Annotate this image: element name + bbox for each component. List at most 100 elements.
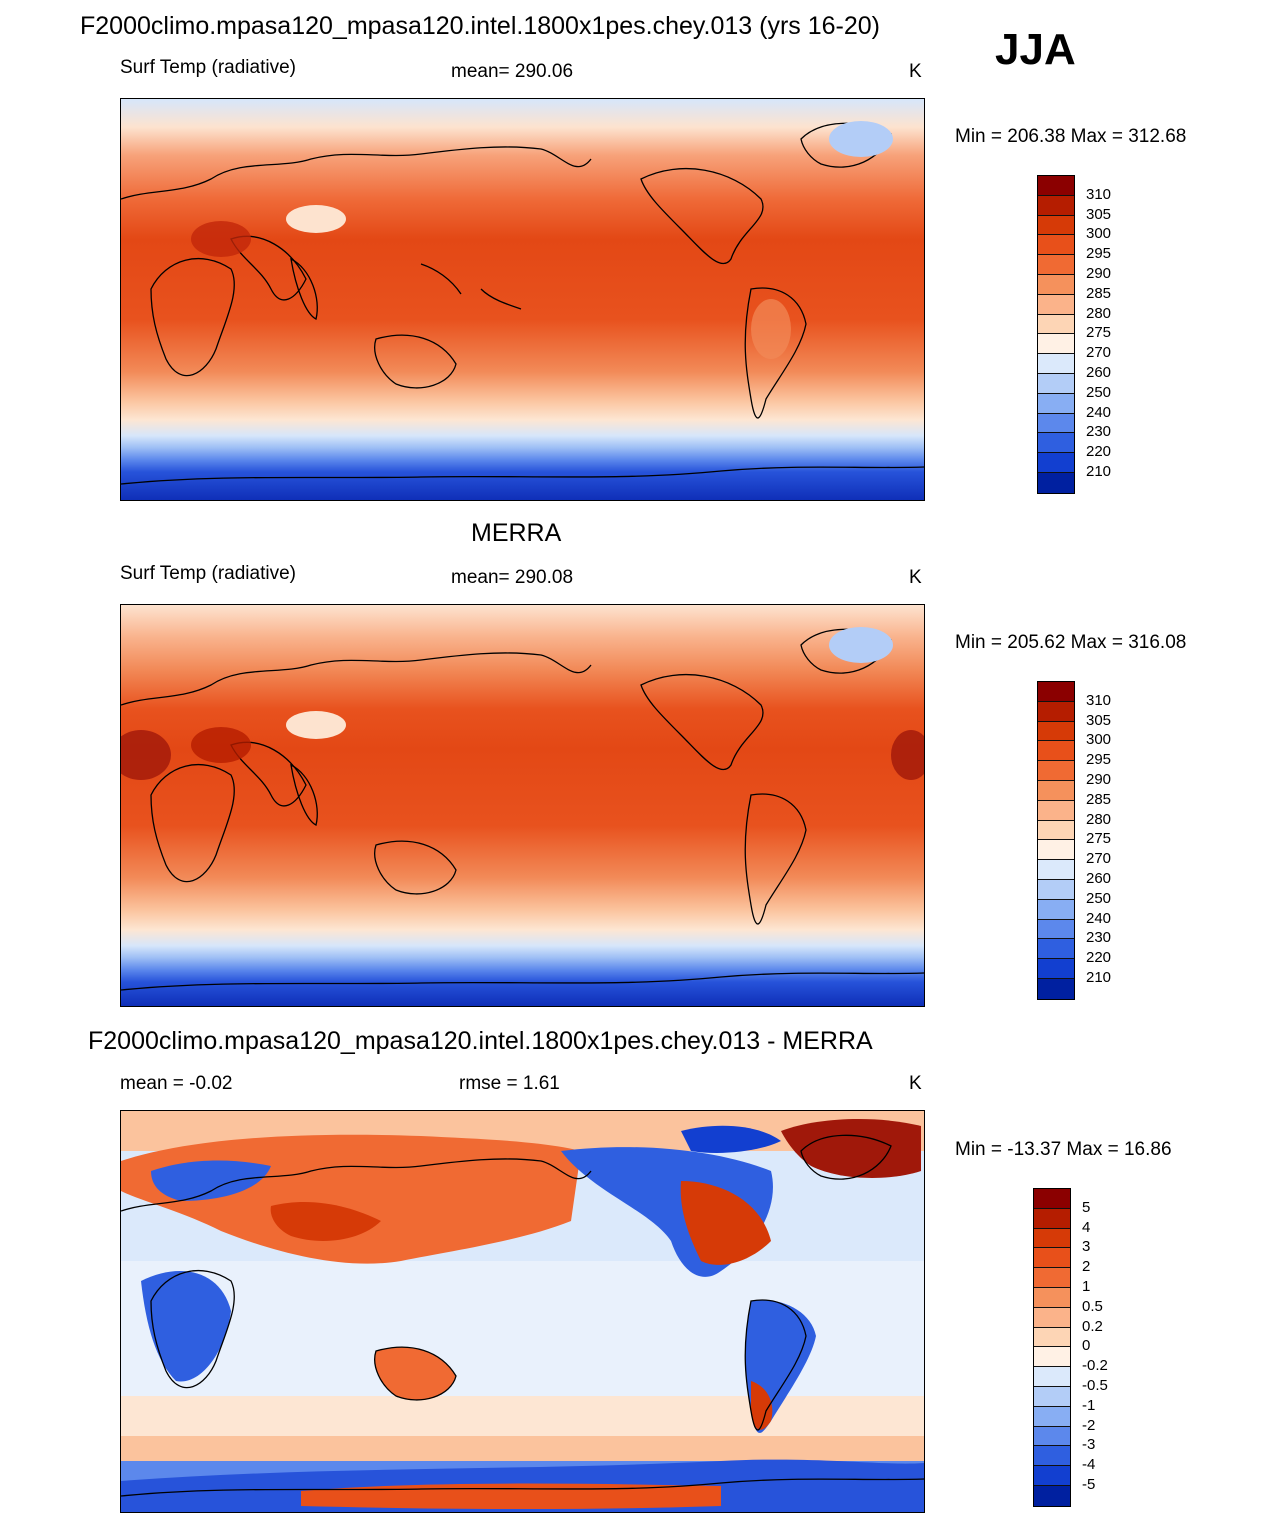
colorbar-swatch [1034, 1367, 1070, 1387]
colorbar-label: 4 [1082, 1218, 1091, 1236]
colorbar-swatch [1038, 354, 1074, 374]
colorbar-label: 285 [1086, 790, 1112, 808]
colorbar-swatch [1038, 919, 1074, 940]
colorbar-label: 300 [1086, 731, 1112, 749]
colorbar-label: 3 [1082, 1238, 1091, 1256]
panel3-map [120, 1110, 925, 1513]
panel2-title: MERRA [471, 519, 562, 547]
colorbar-swatch [1034, 1485, 1070, 1506]
colorbar-swatch [1038, 879, 1074, 900]
colorbar-label: -4 [1082, 1456, 1096, 1474]
colorbar-swatch [1038, 472, 1074, 493]
panel1-minmax: Min = 206.38 Max = 312.68 [955, 126, 1187, 147]
colorbar-label: -1 [1082, 1396, 1096, 1414]
colorbar-label: 310 [1086, 185, 1112, 203]
colorbar-swatch [1038, 978, 1074, 999]
colorbar-swatch [1038, 959, 1074, 979]
panel2-map [120, 604, 925, 1007]
colorbar-swatch [1038, 682, 1074, 702]
panel2-colorbar [1037, 681, 1075, 1000]
colorbar-label: 305 [1086, 205, 1112, 223]
panel2-mean: mean= 290.08 [451, 567, 574, 588]
colorbar-label: 2 [1082, 1258, 1091, 1276]
colorbar-swatch [1038, 939, 1074, 960]
colorbar-label: 240 [1086, 403, 1112, 421]
colorbar-label: -0.5 [1082, 1377, 1108, 1394]
colorbar-label: -3 [1082, 1436, 1096, 1454]
main-title: F2000climo.mpasa120_mpasa120.intel.1800x… [80, 12, 881, 40]
colorbar-swatch [1038, 780, 1074, 801]
panel1-mean: mean= 290.06 [451, 61, 574, 82]
colorbar-label: 300 [1086, 225, 1112, 243]
colorbar-label: 260 [1086, 364, 1112, 381]
colorbar-swatch [1034, 1406, 1070, 1427]
colorbar-label: 240 [1086, 909, 1112, 927]
panel3-mean: mean = -0.02 [120, 1073, 233, 1094]
colorbar-label: 295 [1086, 245, 1112, 263]
panel1-units: K [909, 61, 922, 82]
colorbar-label: 0.2 [1082, 1317, 1103, 1335]
colorbar-swatch [1038, 433, 1074, 454]
colorbar-swatch [1038, 176, 1074, 196]
colorbar-swatch [1034, 1446, 1070, 1467]
colorbar-swatch [1034, 1386, 1070, 1407]
colorbar-label: 290 [1086, 771, 1112, 788]
colorbar-label: 5 [1082, 1198, 1091, 1216]
colorbar-swatch [1034, 1287, 1070, 1308]
colorbar-label: 0 [1082, 1337, 1091, 1355]
colorbar-label: 275 [1086, 324, 1112, 342]
colorbar-label: -2 [1082, 1416, 1096, 1434]
panel1-variable: Surf Temp (radiative) [120, 57, 296, 78]
colorbar-swatch [1038, 860, 1074, 880]
colorbar-swatch [1038, 413, 1074, 434]
colorbar-swatch [1034, 1307, 1070, 1328]
colorbar-label: 220 [1086, 949, 1112, 967]
colorbar-swatch [1034, 1466, 1070, 1486]
colorbar-label: 310 [1086, 691, 1112, 709]
colorbar-swatch [1034, 1327, 1070, 1348]
season-label: JJA [995, 25, 1076, 74]
colorbar-label: 290 [1086, 265, 1112, 282]
colorbar-label: 295 [1086, 751, 1112, 769]
panel3-title: F2000climo.mpasa120_mpasa120.intel.1800x… [88, 1027, 873, 1055]
colorbar-label: -5 [1082, 1476, 1096, 1493]
panel3-rmse: rmse = 1.61 [459, 1073, 560, 1094]
panel2-variable: Surf Temp (radiative) [120, 563, 296, 584]
panel3-units: K [909, 1073, 922, 1094]
colorbar-label: 270 [1086, 850, 1112, 868]
colorbar-swatch [1038, 314, 1074, 335]
panel3-colorbar [1033, 1188, 1071, 1507]
panel3-minmax: Min = -13.37 Max = 16.86 [955, 1139, 1172, 1160]
colorbar-swatch [1038, 294, 1074, 315]
colorbar-swatch [1034, 1189, 1070, 1209]
colorbar-label: 270 [1086, 344, 1112, 362]
colorbar-label: 230 [1086, 423, 1112, 441]
colorbar-label: 280 [1086, 810, 1112, 828]
colorbar-swatch [1038, 195, 1074, 216]
colorbar-swatch [1038, 701, 1074, 722]
colorbar-label: 0.5 [1082, 1297, 1103, 1315]
colorbar-label: 230 [1086, 929, 1112, 947]
colorbar-label: 220 [1086, 443, 1112, 461]
colorbar-label: 250 [1086, 383, 1112, 401]
colorbar-swatch [1038, 741, 1074, 762]
colorbar-swatch [1034, 1268, 1070, 1288]
panel2-units: K [909, 567, 922, 588]
colorbar-swatch [1038, 393, 1074, 414]
colorbar-swatch [1038, 334, 1074, 355]
colorbar-swatch [1034, 1208, 1070, 1229]
colorbar-label: 260 [1086, 870, 1112, 887]
colorbar-swatch [1038, 800, 1074, 821]
colorbar-label: 210 [1086, 969, 1112, 986]
colorbar-swatch [1038, 820, 1074, 841]
colorbar-swatch [1038, 255, 1074, 275]
panel1-map [120, 98, 925, 501]
colorbar-swatch [1038, 215, 1074, 236]
colorbar-label: -0.2 [1082, 1357, 1108, 1375]
panel2-minmax: Min = 205.62 Max = 316.08 [955, 632, 1187, 653]
panel1-colorbar [1037, 175, 1075, 494]
colorbar-swatch [1038, 899, 1074, 920]
colorbar-label: 275 [1086, 830, 1112, 848]
colorbar-swatch [1034, 1347, 1070, 1368]
colorbar-swatch [1038, 721, 1074, 742]
